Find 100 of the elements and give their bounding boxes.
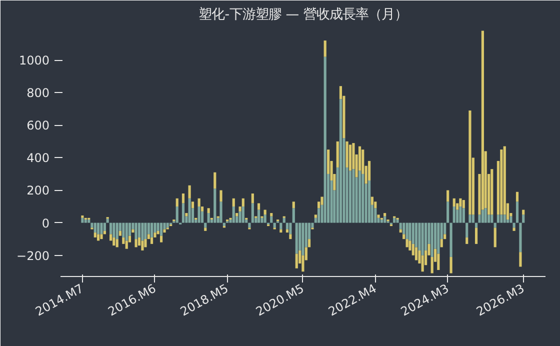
bar: [112, 237, 116, 246]
bar: [154, 232, 156, 238]
bar: [100, 234, 103, 240]
bar: [160, 236, 163, 242]
bar: [100, 222, 103, 234]
bar: [462, 200, 465, 208]
bar: [519, 222, 522, 252]
bar: [81, 218, 84, 223]
bar: [302, 222, 304, 256]
bar: [374, 208, 377, 223]
bar: [292, 202, 295, 208]
bar: [440, 239, 443, 248]
bar: [200, 206, 204, 212]
bar: [270, 216, 273, 223]
bar: [182, 194, 185, 204]
bar: [503, 214, 506, 223]
bar: [232, 198, 235, 207]
bar: [452, 198, 456, 207]
bar: [393, 218, 396, 223]
bar: [510, 216, 512, 223]
bar: [141, 240, 144, 250]
bar: [352, 169, 355, 223]
bar: [450, 222, 452, 257]
bar: [270, 213, 273, 216]
bar: [336, 141, 339, 168]
bar: [84, 220, 87, 223]
bar: [109, 222, 112, 234]
bar: [198, 206, 200, 223]
bar: [214, 188, 216, 223]
chart-title: 塑化-下游塑膠 — 營收成長率（月）: [198, 6, 408, 22]
bar: [430, 222, 434, 257]
bar: [150, 222, 154, 238]
bar: [412, 222, 414, 244]
bar: [176, 198, 178, 207]
bar: [88, 220, 90, 223]
bar: [96, 222, 100, 234]
bar: [134, 222, 138, 240]
bar: [207, 208, 210, 214]
bar: [106, 218, 109, 223]
bar: [522, 214, 525, 223]
bar: [368, 180, 371, 223]
y-tick-label: −200: [16, 248, 50, 263]
bar: [444, 234, 446, 240]
bar: [116, 239, 118, 248]
bar: [481, 210, 484, 223]
y-tick-label: 1000: [18, 54, 50, 68]
bar: [182, 203, 185, 223]
bar: [408, 222, 412, 241]
bar: [516, 202, 519, 223]
bar: [446, 202, 450, 223]
bar: [516, 192, 519, 202]
bar: [188, 185, 191, 198]
bar: [116, 222, 118, 240]
bar: [346, 141, 348, 168]
bar: [339, 99, 342, 223]
bar: [144, 222, 147, 240]
bar: [446, 190, 450, 202]
bar: [295, 222, 298, 254]
bar: [185, 213, 188, 216]
bar: [380, 220, 383, 223]
bar: [519, 252, 522, 267]
bar: [456, 210, 459, 223]
bar: [282, 218, 286, 223]
bar: [362, 174, 364, 223]
bar: [402, 234, 406, 240]
bar: [251, 194, 254, 204]
bar: [466, 237, 468, 244]
bar: [238, 206, 242, 212]
bar: [414, 222, 418, 248]
bar: [450, 256, 452, 274]
bar: [141, 222, 144, 241]
bar: [406, 222, 408, 240]
bar: [232, 206, 235, 223]
bar: [459, 206, 462, 223]
bar: [512, 228, 516, 231]
bar: [289, 222, 292, 234]
bar: [280, 222, 282, 230]
bar: [484, 208, 487, 223]
bar: [94, 232, 96, 238]
bar: [308, 239, 311, 248]
bar: [406, 239, 408, 248]
y-tick-label: 0: [42, 216, 50, 230]
y-tick-label: 600: [26, 118, 50, 133]
bar: [474, 228, 478, 244]
bar: [122, 222, 125, 238]
bar: [188, 198, 191, 223]
bar: [472, 214, 474, 223]
bar: [295, 254, 298, 268]
bar: [220, 190, 222, 202]
bar: [144, 239, 147, 248]
bar: [138, 222, 141, 238]
bar: [314, 214, 317, 218]
bar: [384, 216, 386, 223]
bar: [377, 214, 380, 218]
bar: [384, 213, 386, 216]
bar: [207, 213, 210, 223]
bar: [251, 203, 254, 223]
bar: [370, 196, 374, 205]
bar: [462, 208, 465, 223]
bar: [437, 222, 440, 254]
